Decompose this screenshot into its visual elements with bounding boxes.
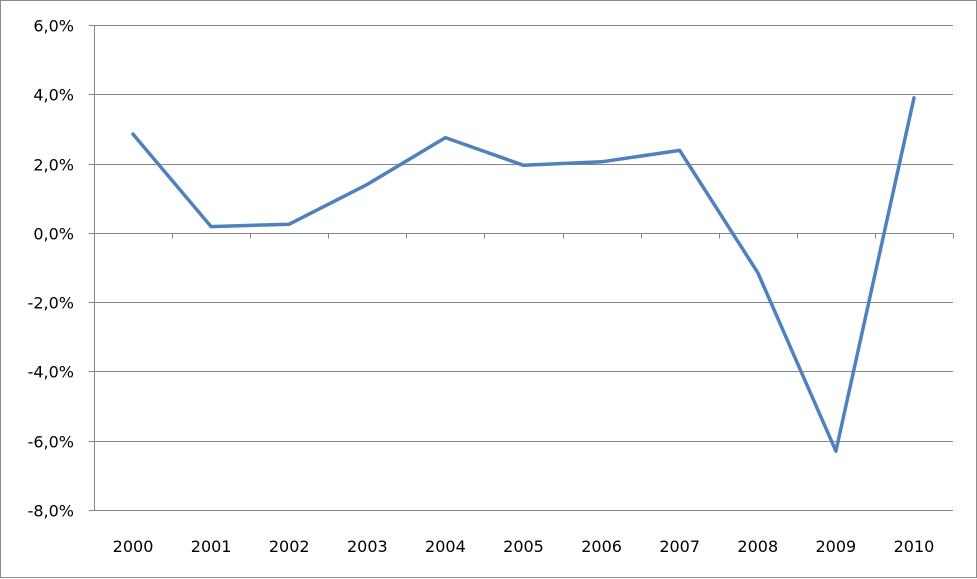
series-layer bbox=[131, 96, 916, 453]
x-tick-label: 2001 bbox=[191, 537, 232, 556]
axes bbox=[89, 25, 954, 511]
x-tick-label: 2008 bbox=[737, 537, 778, 556]
y-tick-label: -6,0% bbox=[28, 433, 74, 452]
x-tick-label: 2009 bbox=[816, 537, 857, 556]
y-tick-label: 4,0% bbox=[33, 86, 74, 105]
y-tick-label: 2,0% bbox=[33, 156, 74, 175]
y-tick-label: 6,0% bbox=[33, 17, 74, 36]
y-tick-label: -4,0% bbox=[28, 363, 74, 382]
y-tick-label: -2,0% bbox=[28, 294, 74, 313]
x-tick-label: 2000 bbox=[113, 537, 154, 556]
x-tick-label: 2010 bbox=[894, 537, 935, 556]
x-tick-label: 2007 bbox=[659, 537, 700, 556]
x-tick-labels: 2000 2001 2002 2003 2004 2005 2006 2007 2008 2009… bbox=[113, 537, 935, 556]
gridlines bbox=[94, 25, 953, 511]
x-tick-label: 2006 bbox=[581, 537, 622, 556]
x-tick-label: 2003 bbox=[347, 537, 388, 556]
x-tick-label: 2004 bbox=[425, 537, 466, 556]
series-line bbox=[131, 96, 916, 453]
y-tick-label: 0,0% bbox=[33, 225, 74, 244]
y-tick-labels: 6,0% 4,0% 2,0% 0,0% -2,0% -4,0% -6,0% -8,0% bbox=[28, 17, 74, 521]
x-tick-label: 2002 bbox=[269, 537, 310, 556]
y-tick-label: -8,0% bbox=[28, 502, 74, 521]
x-tick-label: 2005 bbox=[503, 537, 544, 556]
